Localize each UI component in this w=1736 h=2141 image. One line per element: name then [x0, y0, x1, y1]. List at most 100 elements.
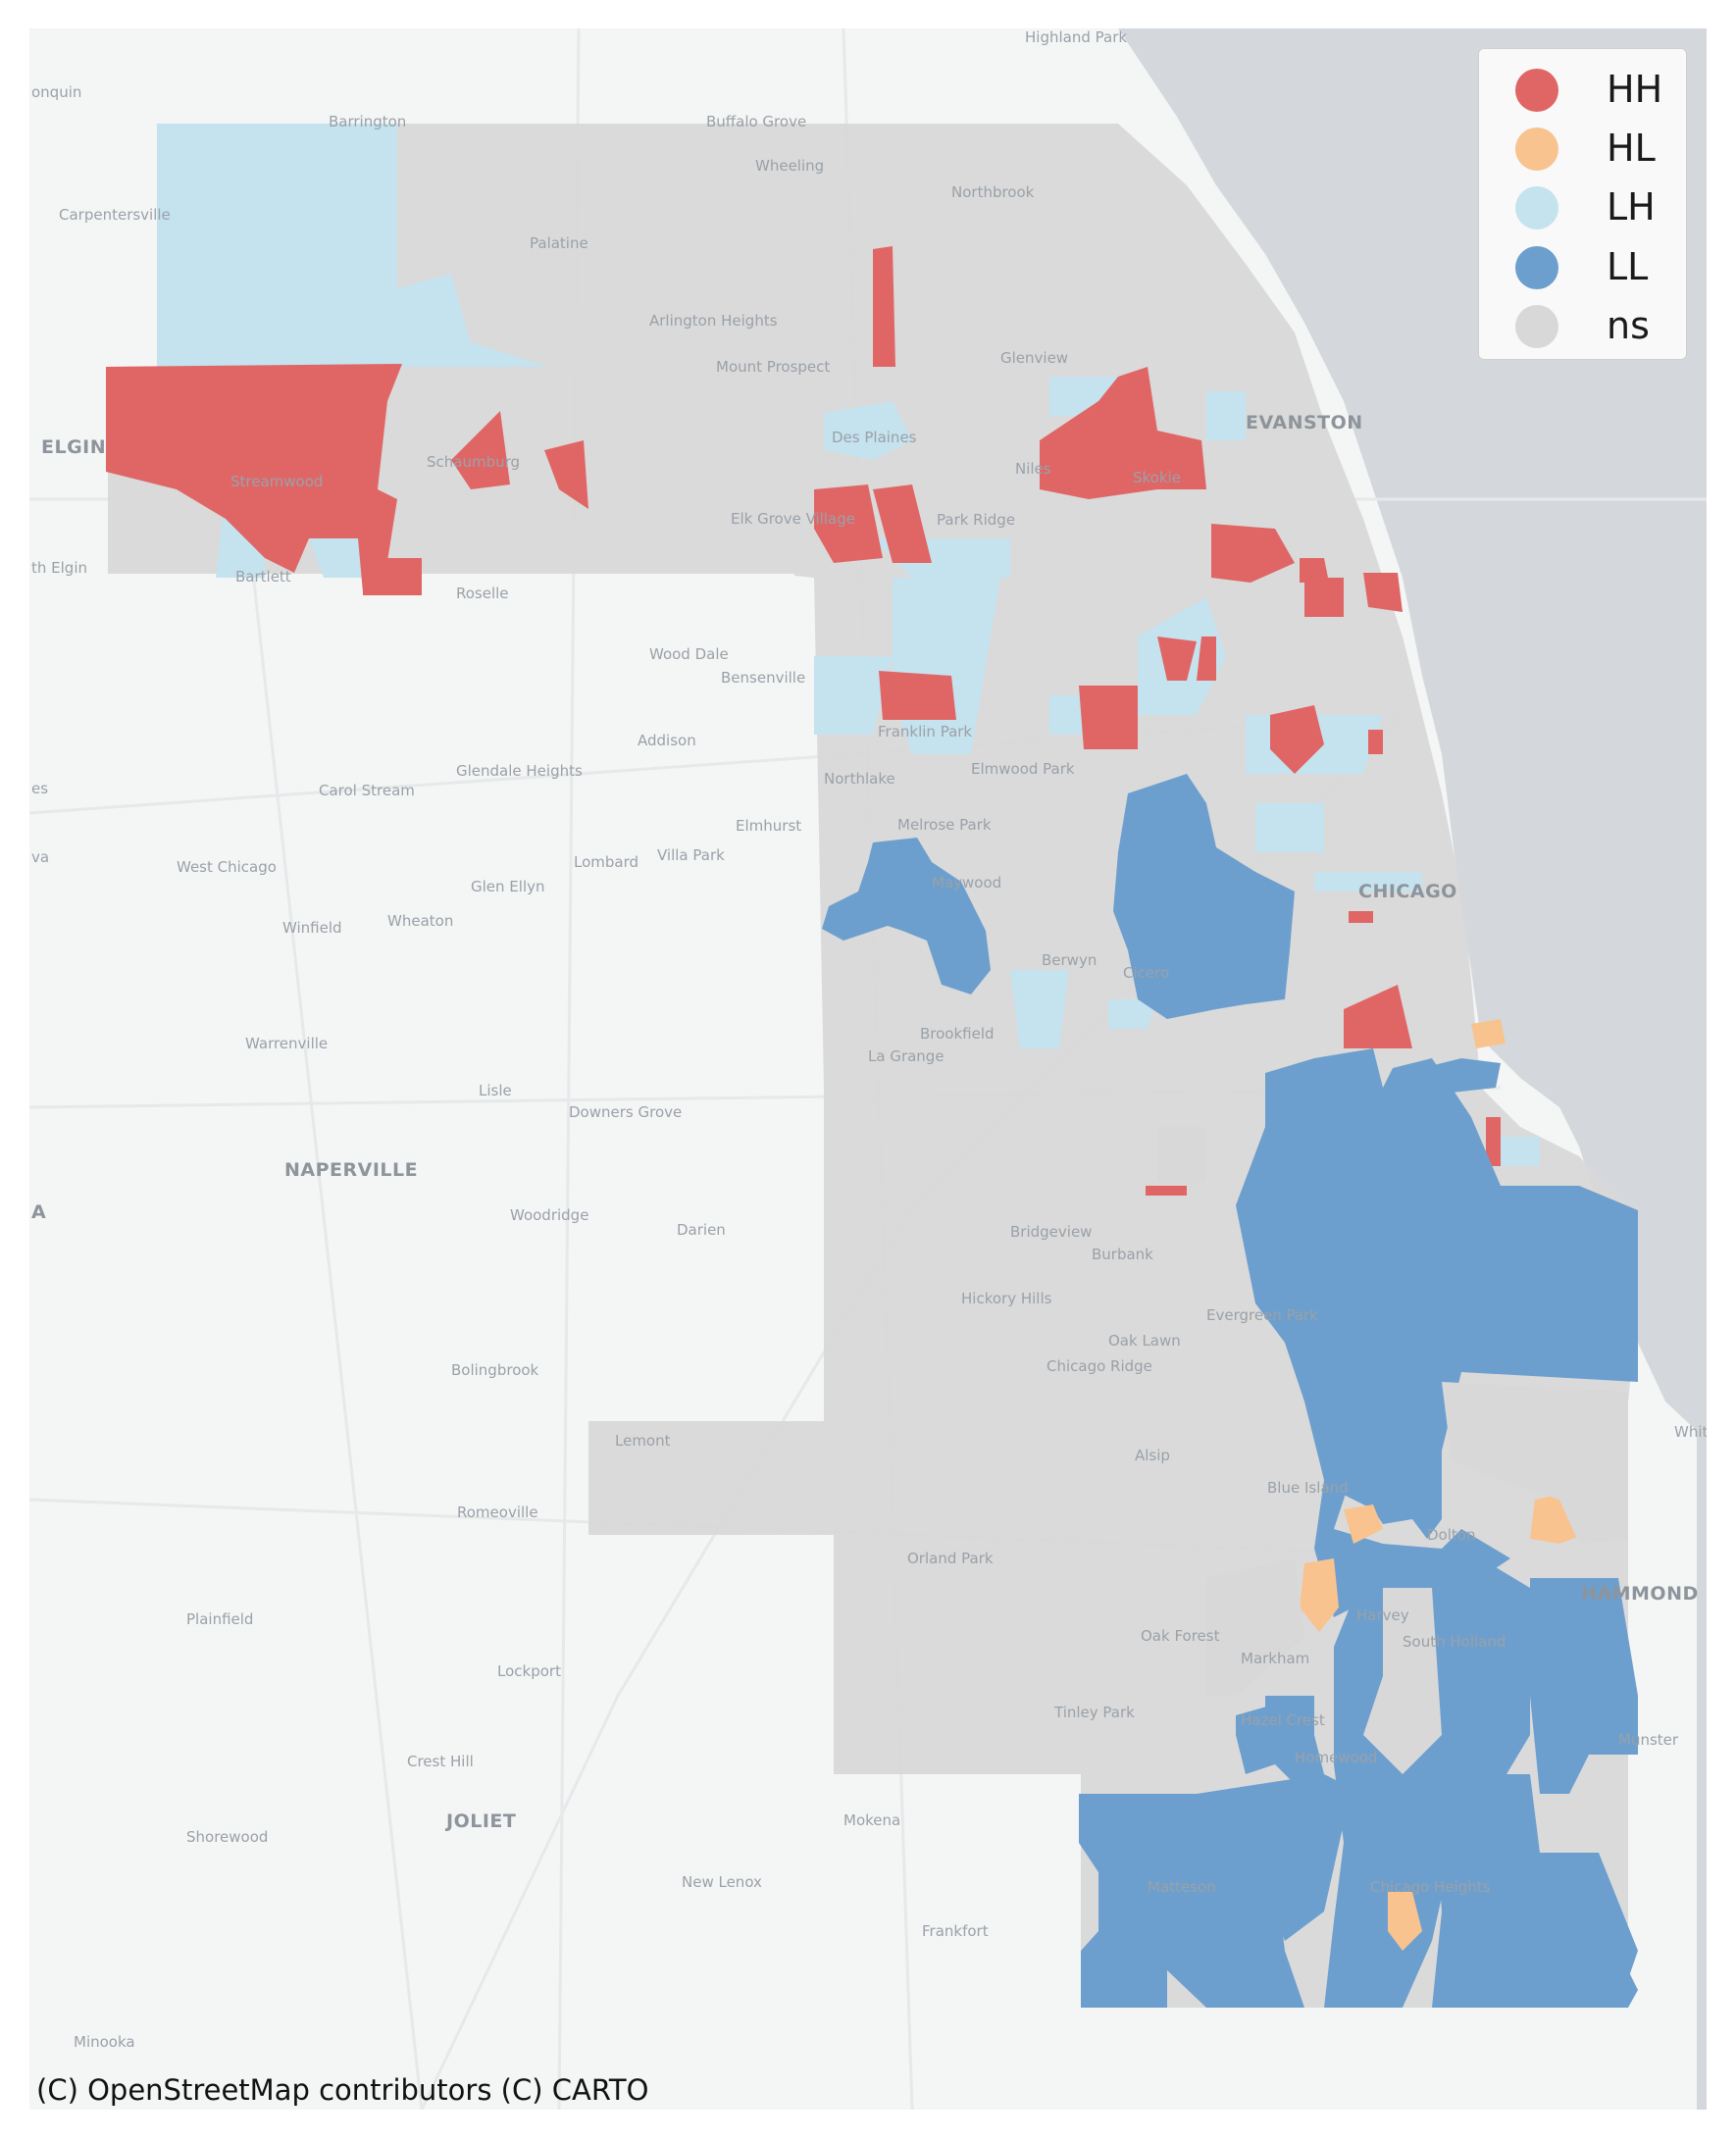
- place-label: Hickory Hills: [961, 1290, 1052, 1307]
- place-label: Alsip: [1135, 1447, 1170, 1464]
- place-label: Chicago Heights: [1370, 1878, 1491, 1896]
- legend-item-ns: ns: [1479, 295, 1688, 354]
- place-label: Highland Park: [1025, 28, 1127, 46]
- legend-label: ns: [1607, 304, 1650, 347]
- place-label: Wood Dale: [649, 645, 729, 663]
- place-label: Hazel Crest: [1241, 1711, 1325, 1729]
- legend: HH HL LH LL ns: [1478, 48, 1687, 360]
- map-frame[interactable]: Highland Park Barrington Buffalo Grove W…: [29, 28, 1707, 2110]
- place-label: Woodridge: [510, 1206, 588, 1224]
- place-label: Downers Grove: [569, 1103, 682, 1121]
- place-label: CHICAGO: [1358, 881, 1457, 902]
- place-label: Shorewood: [186, 1828, 268, 1846]
- place-label: Evergreen Park: [1206, 1306, 1318, 1324]
- lake-michigan: [1118, 28, 1707, 2110]
- place-label: Frankfort: [922, 1922, 989, 1940]
- place-label: Brookfield: [920, 1025, 995, 1043]
- lisa-cluster-map[interactable]: Highland Park Barrington Buffalo Grove W…: [29, 28, 1707, 2110]
- place-label: Winfield: [282, 919, 342, 937]
- place-label: Franklin Park: [878, 723, 972, 740]
- place-label: Elk Grove Village: [731, 510, 855, 528]
- place-label: Orland Park: [907, 1550, 994, 1567]
- place-label: Berwyn: [1042, 951, 1097, 969]
- place-label: Oak Forest: [1141, 1627, 1220, 1645]
- place-label: Lockport: [497, 1662, 561, 1680]
- legend-swatch: [1515, 186, 1558, 229]
- cluster-hh: [106, 246, 1501, 1196]
- place-label: Mount Prospect: [716, 358, 830, 376]
- place-label: A: [31, 1201, 46, 1223]
- place-label: Burbank: [1092, 1246, 1153, 1263]
- place-label: Romeoville: [457, 1504, 538, 1521]
- place-label: Warrenville: [245, 1035, 328, 1052]
- place-label: Skokie: [1133, 469, 1181, 486]
- cluster-ns-gaps: [1157, 1127, 1628, 1774]
- place-label: va: [31, 848, 49, 866]
- place-label: Carol Stream: [319, 782, 415, 799]
- place-label: es: [31, 780, 48, 797]
- place-label: Palatine: [530, 234, 588, 252]
- place-label: Bridgeview: [1010, 1223, 1092, 1241]
- place-label: Plainfield: [186, 1610, 253, 1628]
- place-label: Addison: [638, 732, 696, 749]
- place-label: Buffalo Grove: [706, 113, 806, 130]
- place-label: Glenview: [1000, 349, 1068, 367]
- place-label: Wheaton: [387, 912, 453, 930]
- place-label: Matteson: [1148, 1878, 1216, 1896]
- place-label: Streamwood: [230, 473, 323, 490]
- place-label: New Lenox: [682, 1873, 762, 1891]
- place-label: Barrington: [329, 113, 406, 130]
- cluster-ll: [822, 774, 1638, 2008]
- place-label: Blue Island: [1267, 1479, 1349, 1497]
- legend-swatch: [1515, 127, 1558, 171]
- place-label: West Chicago: [177, 858, 277, 876]
- place-label: La Grange: [868, 1047, 945, 1065]
- place-label: Villa Park: [657, 846, 725, 864]
- place-label: South Holland: [1403, 1633, 1506, 1651]
- place-label: Schaumburg: [427, 453, 520, 471]
- legend-item-hl: HL: [1479, 118, 1688, 177]
- place-label: Tinley Park: [1053, 1704, 1135, 1721]
- legend-label: LH: [1607, 185, 1656, 229]
- place-label: ELGIN: [41, 436, 106, 458]
- place-label: Darien: [677, 1221, 726, 1239]
- place-label: Carpentersville: [59, 206, 171, 224]
- place-label: Arlington Heights: [649, 312, 778, 330]
- place-label: Elmwood Park: [971, 760, 1075, 778]
- place-labels: Highland Park Barrington Buffalo Grove W…: [31, 28, 1707, 2051]
- place-label: Minooka: [74, 2033, 135, 2051]
- place-label: Elmhurst: [736, 817, 801, 835]
- place-label: Des Plaines: [832, 429, 917, 446]
- legend-swatch: [1515, 246, 1558, 289]
- place-label: Markham: [1241, 1650, 1309, 1667]
- place-label: th Elgin: [31, 559, 87, 577]
- place-label: Park Ridge: [937, 511, 1015, 529]
- map-attribution: (C) OpenStreetMap contributors (C) CARTO: [36, 2073, 649, 2107]
- place-label: Bensenville: [721, 669, 805, 687]
- legend-item-hh: HH: [1479, 59, 1688, 118]
- place-label: Dolton: [1427, 1526, 1475, 1544]
- legend-swatch: [1515, 305, 1558, 348]
- place-label: Oak Lawn: [1108, 1332, 1181, 1350]
- place-label: Niles: [1015, 460, 1051, 478]
- place-label: HAMMOND: [1581, 1583, 1699, 1605]
- place-label: Lombard: [574, 853, 638, 871]
- place-label: Bolingbrook: [451, 1361, 539, 1379]
- place-label: Lisle: [479, 1082, 512, 1099]
- place-label: Lemont: [615, 1432, 671, 1450]
- place-label: EVANSTON: [1246, 412, 1363, 433]
- place-label: JOLIET: [444, 1810, 516, 1832]
- place-label: Chicago Ridge: [1047, 1357, 1152, 1375]
- place-label: NAPERVILLE: [284, 1159, 418, 1181]
- place-label: Wheeling: [755, 157, 824, 175]
- place-label: Glen Ellyn: [471, 878, 545, 895]
- place-label: Melrose Park: [897, 816, 992, 834]
- legend-label: HH: [1607, 68, 1663, 111]
- place-label: Roselle: [456, 585, 509, 602]
- place-label: Bartlett: [235, 568, 291, 586]
- place-label: Homewood: [1295, 1749, 1377, 1766]
- place-label: Maywood: [932, 874, 1001, 892]
- place-label: Northlake: [824, 770, 895, 788]
- cluster-ns: [108, 124, 1638, 2008]
- legend-item-lh: LH: [1479, 177, 1688, 235]
